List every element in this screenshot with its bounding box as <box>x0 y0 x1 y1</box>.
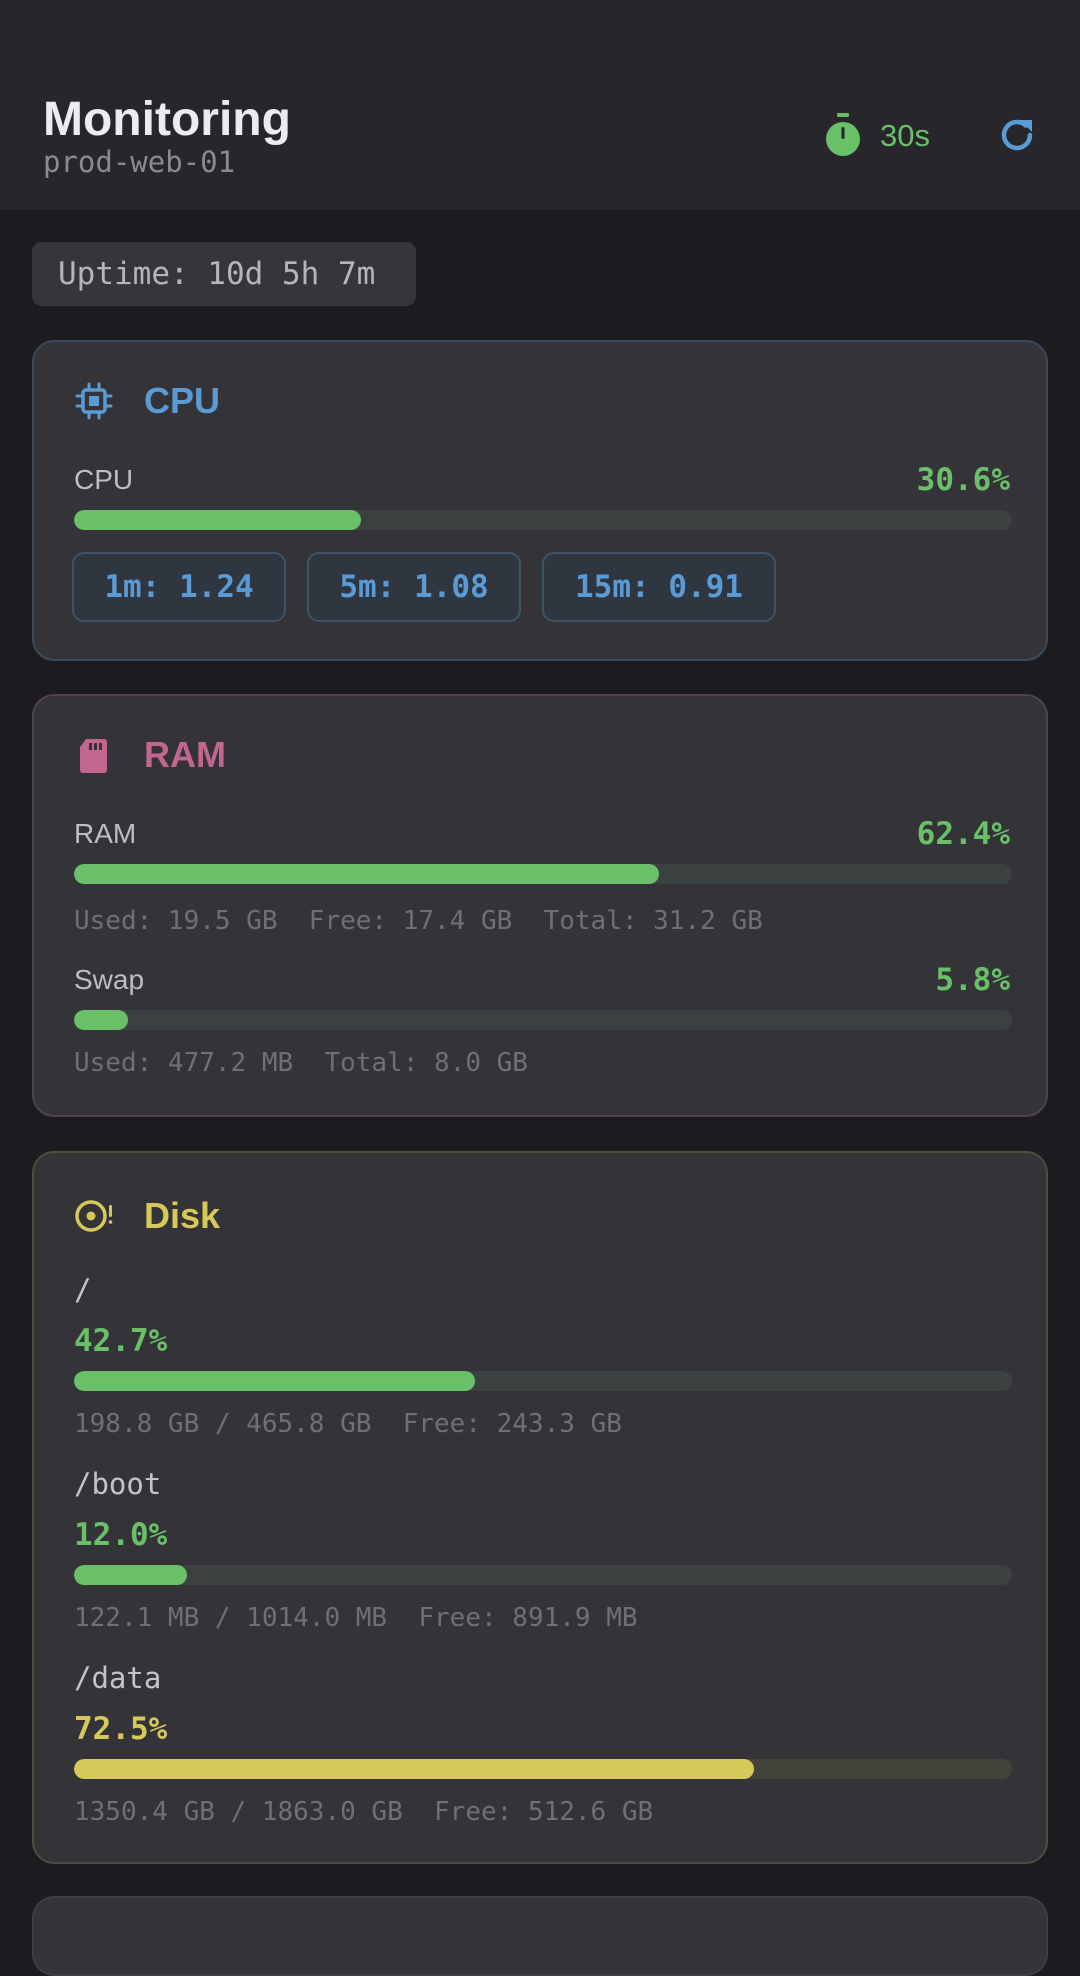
disk-mount-fill <box>74 1565 187 1585</box>
ram-usage-fill <box>74 864 660 884</box>
ram-card-title: RAM <box>144 734 226 775</box>
disk-card-header: Disk <box>74 1195 220 1237</box>
cpu-chip-icon <box>75 382 113 420</box>
swap-usage-bar <box>74 1010 1012 1030</box>
disk-mount-bar <box>74 1565 1012 1585</box>
disk-mount-path: / <box>74 1273 92 1307</box>
disk-mount-bar <box>74 1371 1012 1391</box>
load-average-1m: 1m: 1.24 <box>72 552 286 622</box>
page-title: Monitoring <box>43 93 291 146</box>
disk-mount-details: 198.8 GB / 465.8 GB Free: 243.3 GB <box>74 1409 622 1439</box>
host-name: prod-web-01 <box>43 145 236 179</box>
app-header: Monitoring prod-web-01 30s <box>0 0 1080 210</box>
disk-mount-bar <box>74 1759 1012 1779</box>
disk-card-title: Disk <box>144 1195 221 1236</box>
disk-card: Disk / 42.7% 198.8 GB / 465.8 GB Free: 2… <box>32 1151 1048 1864</box>
ram-details: Used: 19.5 GB Free: 17.4 GB Total: 31.2 … <box>74 906 763 936</box>
cpu-usage-label: CPU <box>74 464 134 495</box>
ram-card-header: RAM <box>74 734 226 776</box>
refresh-interval[interactable]: 30s <box>880 118 930 153</box>
load-average-5m: 5m: 1.08 <box>307 552 521 622</box>
ram-usage-value: 62.4% <box>916 816 1010 852</box>
ram-card: RAM RAM 62.4% Used: 19.5 GB Free: 17.4 G… <box>32 694 1048 1117</box>
next-card <box>32 1896 1048 1976</box>
disk-mount-percent: 12.0% <box>74 1517 168 1553</box>
swap-usage-fill <box>74 1010 129 1030</box>
swap-usage-label: Swap <box>74 964 145 995</box>
disk-mount-percent: 42.7% <box>74 1323 168 1359</box>
cpu-card: CPU CPU 30.6% 1m: 1.24 5m: 1.08 15m: 0.9… <box>32 340 1048 661</box>
ram-usage-bar <box>74 864 1012 884</box>
cpu-card-header: CPU <box>74 380 220 422</box>
swap-usage-value: 5.8% <box>935 962 1010 998</box>
disk-mount-details: 122.1 MB / 1014.0 MB Free: 891.9 MB <box>74 1603 638 1633</box>
cpu-usage-value: 30.6% <box>916 462 1010 498</box>
disk-mount-fill <box>74 1759 755 1779</box>
cpu-card-title: CPU <box>144 380 221 421</box>
disk-mount-details: 1350.4 GB / 1863.0 GB Free: 512.6 GB <box>74 1797 654 1827</box>
ram-usage-label: RAM <box>74 818 137 849</box>
memory-card-icon <box>80 739 107 773</box>
disk-mount-path: /boot <box>74 1467 162 1501</box>
load-average-15m: 15m: 0.91 <box>542 552 776 622</box>
swap-details: Used: 477.2 MB Total: 8.0 GB <box>74 1048 528 1078</box>
stopwatch-icon[interactable] <box>822 112 864 158</box>
uptime-badge: Uptime: 10d 5h 7m <box>32 242 416 306</box>
disk-mount-percent: 72.5% <box>74 1711 168 1747</box>
cpu-usage-fill <box>74 510 362 530</box>
disk-alert-icon <box>75 1200 113 1232</box>
refresh-icon[interactable] <box>996 114 1038 156</box>
disk-mount-path: /data <box>74 1661 162 1695</box>
disk-mount-fill <box>74 1371 475 1391</box>
cpu-usage-bar <box>74 510 1012 530</box>
